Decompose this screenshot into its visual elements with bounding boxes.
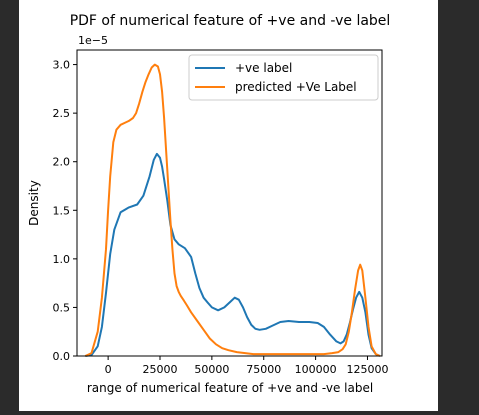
y-tick-label: 2.0: [53, 156, 71, 169]
series-line-0: [85, 152, 381, 357]
x-tick-label: 125000: [346, 363, 388, 376]
x-axis-label: range of numerical feature of +ve and -v…: [87, 381, 373, 395]
plot-frame: [76, 49, 383, 357]
legend-label-predicted-label: predicted +Ve Label: [235, 80, 357, 94]
y-multiplier-label: 1e−5: [78, 34, 108, 47]
y-tick-label: 1.0: [53, 253, 71, 266]
series-line-1: [84, 63, 381, 357]
x-tick-label: 0: [105, 363, 112, 376]
chart-figure: PDF of numerical feature of +ve and -ve …: [19, 0, 438, 411]
background-strip: [438, 0, 479, 411]
y-tick-label: 0.0: [53, 350, 71, 363]
x-tick-label: 25000: [142, 363, 177, 376]
legend-label-ve-label: +ve label: [235, 61, 292, 75]
y-tick-label: 1.5: [53, 204, 71, 217]
x-tick-label: 100000: [295, 363, 337, 376]
series-lines: [84, 63, 381, 357]
axis-ticks: 0 25000 50000 75000 100000 125000 0.0 0.5 1.0 1.5…: [53, 59, 389, 376]
x-tick-label: 75000: [246, 363, 281, 376]
y-tick-label: 0.5: [53, 301, 71, 314]
y-axis-label: Density: [27, 180, 41, 226]
x-tick-label: 50000: [194, 363, 229, 376]
legend-box: [188, 54, 379, 101]
y-tick-label: 2.5: [53, 107, 71, 120]
kde-chart: PDF of numerical feature of +ve and -ve …: [27, 13, 391, 395]
y-tick-label: 3.0: [53, 59, 71, 72]
legend: +ve label predicted +Ve Label: [188, 54, 379, 101]
chart-title: PDF of numerical feature of +ve and -ve …: [70, 13, 391, 29]
